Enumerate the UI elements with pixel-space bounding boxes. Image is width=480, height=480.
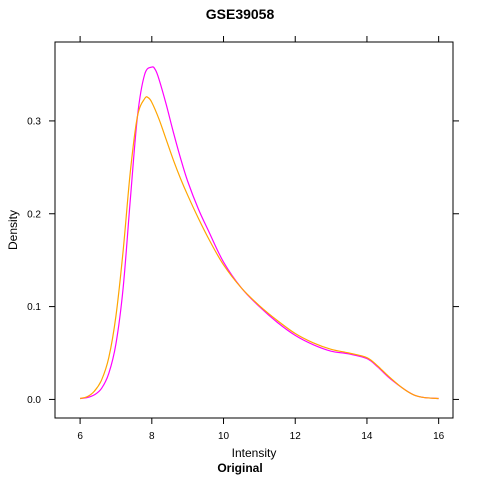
x-tick-label: 6 [77,431,83,442]
x-tick-label: 12 [290,431,302,442]
x-tick-label: 10 [218,431,230,442]
chart-subtitle: Original [217,461,262,475]
x-tick-label: 14 [361,431,373,442]
x-axis-label: Intensity [232,446,277,460]
plot-frame [54,41,454,419]
series-group [79,66,439,400]
x-tick-label: 8 [149,431,155,442]
x-axis: 6 8 10 12 14 16 [77,36,445,442]
y-axis: 0.0 0.1 0.2 0.3 [27,116,459,406]
chart-title: GSE39058 [206,6,275,22]
y-axis-label: Density [6,210,20,250]
y-tick-label: 0.1 [27,302,41,313]
x-tick-label: 16 [433,431,445,442]
y-tick-label: 0.0 [27,395,41,406]
density-line-1 [80,66,439,400]
plot-panel [54,41,454,419]
y-tick-label: 0.3 [27,116,41,127]
y-tick-label: 0.2 [27,209,41,220]
density-line-2 [79,96,439,400]
